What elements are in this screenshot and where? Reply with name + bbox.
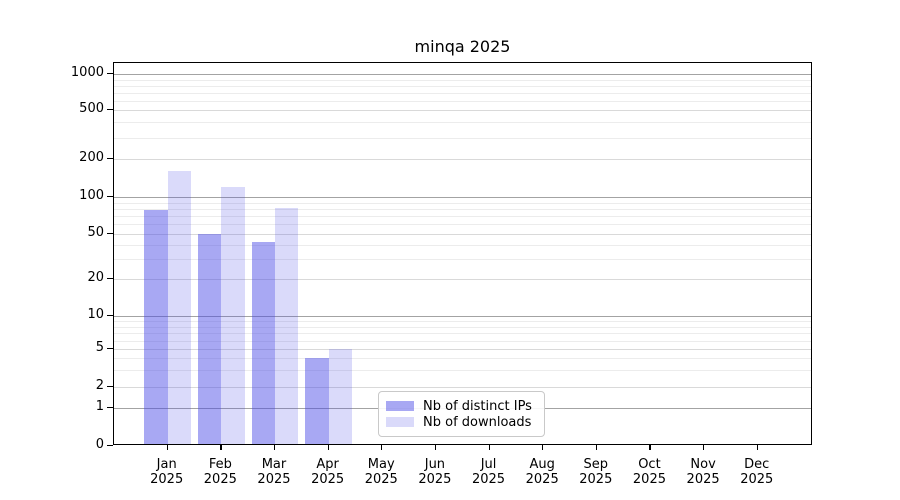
y-tick-mark xyxy=(107,386,113,388)
y-tick-label: 0 xyxy=(95,437,104,452)
y-tick-mark xyxy=(107,109,113,111)
bar-distinct-ips xyxy=(251,241,275,444)
minor-gridline xyxy=(114,259,811,261)
minor-gridline xyxy=(114,202,811,204)
x-tick-label: Jul 2025 xyxy=(471,457,506,487)
minor-gridline xyxy=(114,122,811,124)
x-tick-mark xyxy=(703,445,705,450)
major-gridline xyxy=(114,279,811,281)
y-tick-mark xyxy=(107,233,113,235)
major-gridline xyxy=(114,234,811,236)
minor-gridline xyxy=(114,85,811,87)
minor-gridline xyxy=(114,79,811,81)
legend-swatch-downloads-icon xyxy=(386,417,414,427)
bar-downloads xyxy=(274,207,299,444)
chart-title: minqa 2025 xyxy=(414,37,511,56)
bar-downloads xyxy=(167,171,192,444)
x-tick-label: May 2025 xyxy=(364,457,398,487)
legend-label-distinct-ips: Nb of distinct IPs xyxy=(423,398,532,414)
x-tick-mark xyxy=(488,445,490,450)
x-tick-mark xyxy=(649,445,651,450)
y-tick-mark xyxy=(107,406,113,408)
legend-label-downloads: Nb of downloads xyxy=(423,414,532,430)
y-tick-label: 20 xyxy=(87,270,104,286)
y-tick-label: 200 xyxy=(79,150,104,166)
y-tick-mark xyxy=(107,315,113,317)
x-tick-mark xyxy=(327,445,329,450)
x-tick-label: Apr 2025 xyxy=(311,457,345,487)
minor-gridline xyxy=(114,245,811,247)
bar-distinct-ips xyxy=(144,210,168,444)
bars-layer xyxy=(114,63,811,444)
bar-distinct-ips xyxy=(197,234,222,444)
x-tick-mark xyxy=(542,445,544,450)
major-gridline xyxy=(114,349,811,351)
x-tick-mark xyxy=(381,445,383,450)
major-gridline xyxy=(114,74,811,76)
x-tick-mark xyxy=(756,445,758,450)
x-tick-mark xyxy=(434,445,437,450)
y-tick-mark xyxy=(107,445,113,447)
x-tick-label: Mar 2025 xyxy=(257,457,291,487)
plot-area xyxy=(113,62,812,445)
bar-downloads xyxy=(221,187,245,444)
legend-entry-downloads: Nb of downloads xyxy=(386,414,544,430)
minor-gridline xyxy=(114,340,811,342)
y-tick-mark xyxy=(107,278,113,280)
minor-gridline xyxy=(114,216,811,218)
x-tick-label: Oct 2025 xyxy=(632,457,666,487)
y-tick-label: 5 xyxy=(95,340,104,356)
minor-gridline xyxy=(114,100,811,102)
y-tick-label: 2 xyxy=(95,378,104,393)
minor-gridline xyxy=(114,224,811,226)
y-tick-label: 10 xyxy=(87,307,104,322)
x-tick-label: Feb 2025 xyxy=(203,457,237,487)
bar-downloads xyxy=(328,349,352,444)
bar-distinct-ips xyxy=(305,358,329,444)
x-tick-label: Jun 2025 xyxy=(418,457,452,487)
x-tick-label: Nov 2025 xyxy=(686,457,720,487)
x-tick-mark xyxy=(595,445,597,450)
major-gridline xyxy=(114,197,811,198)
y-tick-mark xyxy=(107,348,113,350)
minor-gridline xyxy=(114,326,811,328)
y-tick-label: 50 xyxy=(87,225,104,241)
x-tick-mark xyxy=(220,445,222,450)
minor-gridline xyxy=(114,92,811,94)
minor-gridline xyxy=(114,358,811,360)
y-tick-mark xyxy=(107,196,113,198)
legend-entry-distinct-ips: Nb of distinct IPs xyxy=(386,398,544,414)
minor-gridline xyxy=(114,137,811,139)
x-tick-label: Aug 2025 xyxy=(525,457,559,487)
legend: Nb of distinct IPs Nb of downloads xyxy=(378,391,545,437)
y-tick-mark xyxy=(107,73,113,75)
x-tick-label: Sep 2025 xyxy=(579,457,613,487)
major-gridline xyxy=(114,387,811,388)
major-gridline xyxy=(114,159,811,161)
legend-swatch-distinct-ips-icon xyxy=(386,401,414,411)
y-tick-label: 500 xyxy=(79,101,104,117)
y-tick-label: 1000 xyxy=(70,65,104,81)
major-gridline xyxy=(114,110,811,112)
major-gridline xyxy=(114,316,811,317)
minor-gridline xyxy=(114,209,811,210)
y-tick-label: 1 xyxy=(95,398,104,414)
x-tick-mark xyxy=(273,445,276,450)
minor-gridline xyxy=(114,370,811,372)
minor-gridline xyxy=(114,321,811,323)
x-tick-mark xyxy=(166,445,168,450)
y-tick-mark xyxy=(107,158,113,160)
minor-gridline xyxy=(114,333,811,335)
y-tick-label: 100 xyxy=(79,188,104,203)
x-tick-label: Jan 2025 xyxy=(150,457,184,487)
x-tick-label: Dec 2025 xyxy=(740,457,774,487)
